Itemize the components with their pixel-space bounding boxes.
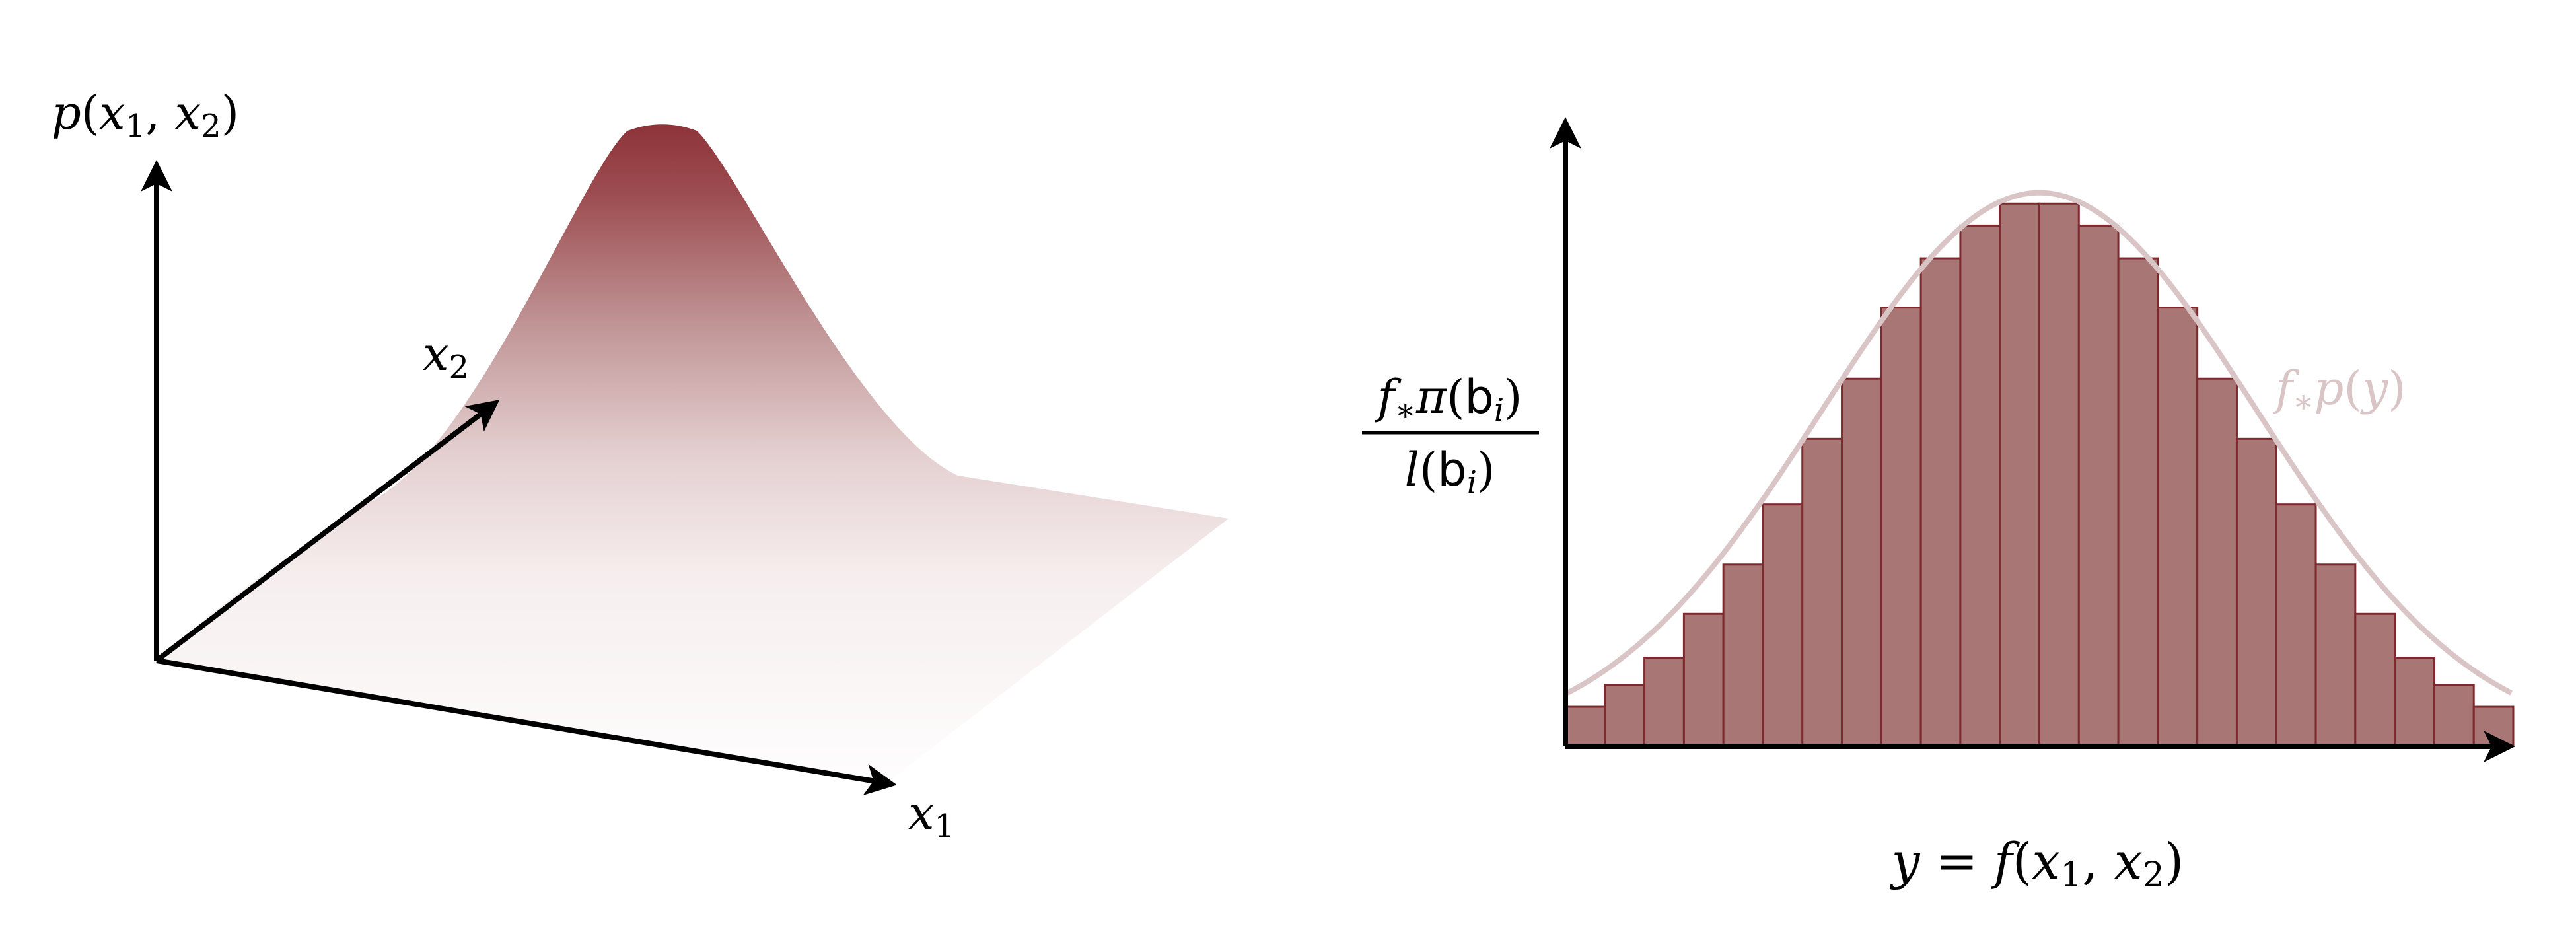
y-axis-label-denominator: l(bi) [1405,443,1495,501]
histogram-bar [2354,612,2396,746]
histogram-bar [2196,377,2238,746]
gaussian-surface [157,124,1229,784]
density-curve [1564,190,2513,697]
histogram-bar [1722,563,1764,746]
y-axis-label-numerator: f∗π(bi) [1375,370,1522,429]
histogram-bar [2117,257,2159,746]
x1-axis-label: x1 [908,786,954,845]
histogram-bar [2077,224,2120,746]
histogram-bar [1959,224,2001,746]
x1-axis [156,658,897,796]
histogram-bar [2235,437,2277,746]
right-panel: f∗π(bi) l(bi) f∗p(y) y = f(x1, x2) [1362,117,2515,895]
histogram-bar [1880,307,1922,746]
histogram-bar [2038,202,2080,746]
x2-axis-label: x2 [423,327,469,386]
curve-label: f∗p(y) [2272,361,2406,420]
histogram-bar [1643,657,1685,746]
histogram-bar [2157,307,2199,746]
left-panel: p(x1, x2) x2 x1 [52,86,1229,845]
histogram-bar [1762,503,1804,746]
histogram-bar [2275,503,2317,746]
x-axis-label: y = f(x1, x2) [1890,832,2184,895]
histogram-bar [1801,437,1843,746]
histogram-bar [2472,705,2515,746]
histogram-bar [2314,563,2357,746]
histogram-bar [1919,257,1962,746]
x2-axis [155,400,500,663]
histogram-bars [1564,202,2515,746]
histogram-bar [2394,657,2435,746]
y-axis-label: f∗π(bi) l(bi) [1362,370,1539,501]
histogram-bar [1682,612,1725,746]
histogram-bar [2433,684,2475,746]
histogram-bar [1841,377,1882,746]
p-axis-label: p(x1, x2) [52,86,239,145]
histogram-bar [1564,705,1606,746]
histogram-bar [1999,202,2040,746]
histogram-bar [1604,684,1646,746]
